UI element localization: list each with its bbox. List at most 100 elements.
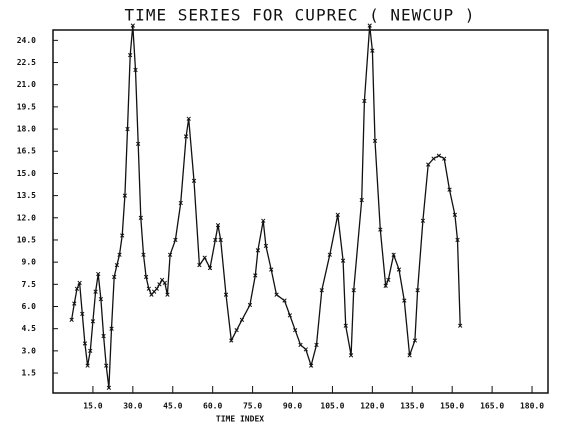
- point-marker: [98, 296, 104, 302]
- point-marker: [319, 288, 324, 293]
- point-marker: [386, 277, 391, 283]
- x-tick-label: 30.0: [123, 402, 142, 411]
- point-marker: [120, 233, 125, 238]
- point-marker: [69, 317, 74, 322]
- point-marker: [112, 274, 117, 280]
- point-marker: [415, 288, 420, 293]
- point-marker: [96, 271, 101, 277]
- point-marker: [125, 126, 130, 132]
- x-tick-label: 165.0: [480, 402, 504, 411]
- point-marker: [104, 363, 109, 368]
- y-tick-label: 3.0: [22, 346, 37, 355]
- x-tick-label: 90.0: [283, 402, 302, 411]
- point-marker: [77, 280, 82, 285]
- point-marker: [420, 218, 426, 223]
- point-marker: [128, 52, 133, 58]
- series-line: [70, 25, 461, 388]
- chart-title: TIME SERIES FOR CUPREC ( NEWCUP ): [125, 6, 476, 25]
- x-tick-label: 150.0: [440, 402, 464, 411]
- point-marker: [359, 197, 364, 203]
- point-marker: [88, 348, 93, 354]
- point-marker: [165, 292, 170, 297]
- point-marker: [223, 292, 229, 297]
- point-marker: [247, 302, 253, 308]
- point-marker: [436, 153, 442, 158]
- point-marker: [261, 218, 266, 223]
- point-marker: [343, 323, 348, 328]
- point-marker: [327, 252, 332, 257]
- point-marker: [72, 301, 77, 306]
- point-marker: [101, 333, 106, 339]
- point-marker: [340, 258, 346, 263]
- x-tick-label: 105.0: [320, 402, 344, 411]
- point-marker: [239, 317, 245, 322]
- point-marker: [372, 138, 378, 144]
- y-tick-label: 24.0: [17, 36, 36, 45]
- point-marker: [370, 48, 375, 53]
- x-tick-label: 180.0: [520, 402, 544, 411]
- point-marker: [215, 223, 221, 228]
- point-marker: [82, 341, 88, 346]
- point-marker: [141, 252, 146, 257]
- y-tick-label: 9.0: [22, 258, 37, 267]
- point-marker: [136, 141, 141, 147]
- point-marker: [85, 363, 90, 368]
- x-tick-label: 120.0: [360, 402, 384, 411]
- point-marker: [255, 248, 261, 253]
- y-tick-label: 6.0: [22, 302, 37, 311]
- y-tick-label: 21.0: [17, 80, 36, 89]
- point-marker: [314, 342, 319, 348]
- point-marker: [335, 212, 340, 217]
- point-marker: [143, 274, 149, 280]
- point-marker: [442, 156, 447, 161]
- y-tick-label: 15.0: [17, 169, 36, 178]
- point-marker: [167, 252, 173, 257]
- point-marker: [298, 342, 303, 348]
- point-marker: [455, 237, 460, 243]
- point-marker: [162, 280, 167, 285]
- point-marker: [74, 286, 80, 291]
- point-marker: [117, 252, 122, 257]
- point-marker: [109, 326, 114, 331]
- point-marker: [234, 328, 239, 333]
- point-marker: [122, 193, 128, 198]
- point-marker: [138, 215, 143, 220]
- point-marker: [396, 267, 402, 272]
- point-marker: [348, 353, 354, 358]
- x-tick-label: 15.0: [83, 402, 102, 411]
- point-marker: [186, 116, 191, 121]
- point-marker: [157, 282, 162, 287]
- y-tick-label: 16.5: [17, 147, 36, 156]
- point-marker: [80, 311, 85, 317]
- y-tick-label: 1.5: [22, 369, 37, 378]
- y-tick-label: 13.5: [17, 191, 36, 200]
- y-tick-label: 7.5: [22, 280, 37, 289]
- point-marker: [351, 288, 356, 293]
- point-marker: [367, 23, 372, 28]
- point-marker: [378, 227, 383, 232]
- point-marker: [402, 298, 407, 303]
- y-tick-label: 10.5: [17, 235, 36, 244]
- point-marker: [362, 98, 367, 104]
- point-marker: [269, 267, 274, 272]
- point-marker: [391, 252, 396, 257]
- x-axis-label: TIME INDEX: [216, 415, 264, 424]
- point-marker: [178, 200, 183, 206]
- plot-frame: [52, 29, 549, 394]
- point-marker: [287, 313, 293, 318]
- point-marker: [458, 323, 463, 328]
- point-marker: [452, 212, 458, 217]
- x-tick-label: 75.0: [243, 402, 262, 411]
- y-tick-label: 22.5: [17, 58, 36, 67]
- point-marker: [173, 237, 178, 243]
- point-marker: [90, 319, 96, 324]
- y-tick-label: 19.5: [17, 102, 36, 111]
- point-marker: [133, 67, 138, 73]
- point-marker: [412, 338, 418, 343]
- point-marker: [146, 286, 151, 291]
- point-marker: [183, 134, 189, 139]
- point-marker: [106, 385, 112, 390]
- point-marker: [218, 237, 223, 243]
- point-marker: [426, 162, 431, 167]
